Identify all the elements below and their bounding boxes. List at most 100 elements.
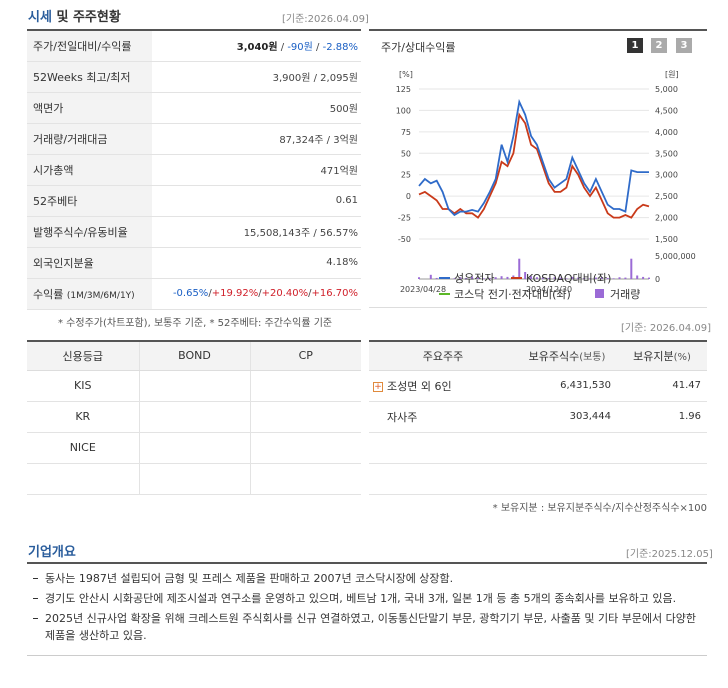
chart-panel: 주가/상대수익률 1 2 3 125 5,000 100 4,500 75 4,000 50… <box>369 29 707 308</box>
y-right-tick-label: 2,000 <box>655 214 678 223</box>
volume-bar <box>636 275 639 279</box>
volume-bar <box>606 277 609 279</box>
overview-asof: [기준:2025.12.05] <box>626 549 713 560</box>
sep: / <box>208 288 212 299</box>
y-right-tick-label: 3,500 <box>655 149 678 158</box>
chart-page-3-button[interactable]: 3 <box>676 38 692 53</box>
sep: / <box>258 288 262 299</box>
table-row: 액면가 500원 <box>27 92 361 124</box>
table-row: 수익률 (1M/3M/6M/1Y) -0.65%/+19.92%/+20.40%… <box>27 278 361 310</box>
credit-header-cp: CP <box>250 341 361 371</box>
list-item: 경기도 안산시 시화공단에 제조시설과 연구소를 운영하고 있으며, 베트남 1… <box>27 590 707 607</box>
beta-value: 0.61 <box>152 185 361 217</box>
volume-bar <box>465 277 468 279</box>
holder-footnote: * 보유지분 : 보유지분주식수/지수산정주식수×100 <box>492 503 707 514</box>
table-row: 거래량/거래대금 87,324주 / 3억원 <box>27 123 361 155</box>
return-1y: +16.70% <box>311 288 358 299</box>
table-header-row: 주요주주 보유주식수(보통) 보유지분(%) <box>369 341 707 371</box>
expand-plus-icon[interactable]: + <box>373 381 383 392</box>
chart-page-2-button[interactable]: 2 <box>651 38 667 53</box>
volume-bar <box>488 277 491 279</box>
volume-bar <box>630 258 633 279</box>
volume-bar <box>559 277 562 279</box>
section-title-a: 시세 <box>28 10 52 25</box>
credit-agency <box>27 463 140 495</box>
chart-asof: [기준: 2026.04.09] <box>621 323 712 334</box>
volume-bar <box>459 277 462 279</box>
series-line <box>418 98 649 217</box>
credit-cp <box>250 401 361 433</box>
legend-label: 성우전자 <box>454 272 494 285</box>
credit-header-rating: 신용등급 <box>27 341 140 371</box>
table-row: 52Weeks 최고/최저 3,900원 / 2,095원 <box>27 61 361 93</box>
week52-label: 52Weeks 최고/최저 <box>27 61 152 93</box>
shares-value: 15,508,143주 / 56.57% <box>152 216 361 248</box>
table-row: KIS <box>27 370 361 402</box>
volume-label: 거래량/거래대금 <box>27 123 152 155</box>
volume-bar <box>565 278 568 279</box>
volume-bar <box>583 277 586 279</box>
holder-shares <box>517 432 617 464</box>
y-left-tick-label: 125 <box>396 85 411 94</box>
holder-ratio <box>617 463 707 495</box>
holder-header-shares-text: 보유주식수 <box>528 349 580 363</box>
volume-bar <box>577 277 580 279</box>
credit-rating-table: 신용등급 BOND CP KIS KR NICE <box>27 340 361 495</box>
chart-page-1-button[interactable]: 1 <box>627 38 643 53</box>
volume-bar <box>453 278 456 279</box>
y-right-tick-label: 1,500 <box>655 235 678 244</box>
table-row: 시가총액 471억원 <box>27 154 361 186</box>
volume-bar <box>618 277 621 279</box>
price-asof: [기준:2026.04.09] <box>282 14 369 25</box>
holder-header-shares: 보유주식수(보통) <box>517 341 617 371</box>
table-row: 주가/전일대비/수익률 3,040원 / -90원 / -2.88% <box>27 30 361 62</box>
volume-bar <box>506 276 509 279</box>
holder-header-name: 주요주주 <box>369 341 517 371</box>
credit-bond <box>139 432 251 464</box>
table-row: 자사주 303,444 1.96 <box>369 401 707 433</box>
y-left-axis-label: [%] <box>399 70 413 79</box>
volume-bar <box>535 277 538 279</box>
mcap-label: 시가총액 <box>27 154 152 186</box>
foreign-label: 외국인지분율 <box>27 247 152 279</box>
y-right-tick-label: 4,000 <box>655 128 678 137</box>
credit-bond <box>139 463 251 495</box>
price-label: 주가/전일대비/수익률 <box>27 30 152 62</box>
table-row: 52주베타 0.61 <box>27 185 361 217</box>
y-left-tick-label: 75 <box>401 128 411 137</box>
y-left-tick-label: -50 <box>398 235 411 244</box>
shares-label: 발행주식수/유동비율 <box>27 216 152 248</box>
returns-label: 수익률 (1M/3M/6M/1Y) <box>27 278 152 310</box>
volume-bar <box>530 276 533 279</box>
beta-label: 52주베타 <box>27 185 152 217</box>
holder-name <box>369 432 517 464</box>
x-tick-label: 2024/12/30 <box>526 285 572 294</box>
volume-bar <box>571 276 574 279</box>
holder-header-ratio: 보유지분(%) <box>617 341 707 371</box>
section-title-b: 및 주주현황 <box>56 10 121 25</box>
returns-value: -0.65%/+19.92%/+20.40%/+16.70% <box>152 278 361 310</box>
volume-bar <box>594 277 597 279</box>
current-price: 3,040원 <box>236 42 278 54</box>
x-tick-label: 2023/04/28 <box>400 285 446 294</box>
y-right-axis-label: [원] <box>665 70 679 79</box>
returns-label-sub: (1M/3M/6M/1Y) <box>66 290 135 301</box>
y-right-tick-label: 5,000 <box>655 85 678 94</box>
volume-bar <box>482 278 485 279</box>
sep: / <box>277 42 288 54</box>
credit-bond <box>139 370 251 402</box>
table-row: KR <box>27 401 361 433</box>
price-change: -90원 <box>287 42 313 54</box>
table-row: 외국인지분율 4.18% <box>27 247 361 279</box>
legend-label: 거래량 <box>610 288 640 301</box>
volume-bar <box>471 276 474 279</box>
return-1m: -0.65% <box>172 288 209 299</box>
volume-bar <box>500 276 503 279</box>
shareholder-table: 주요주주 보유주식수(보통) 보유지분(%) + 조성면 외 6인 6,431,5… <box>369 340 707 495</box>
table-row: + 조성면 외 6인 6,431,530 41.47 <box>369 370 707 402</box>
holder-ratio: 41.47 <box>617 370 707 402</box>
overview-list: 동사는 1987년 설립되어 금형 및 프레스 제품을 판매하고 2007년 코… <box>27 562 707 656</box>
volume-bar <box>435 277 438 279</box>
volume-bar <box>476 277 479 279</box>
par-value: 500원 <box>152 92 361 124</box>
